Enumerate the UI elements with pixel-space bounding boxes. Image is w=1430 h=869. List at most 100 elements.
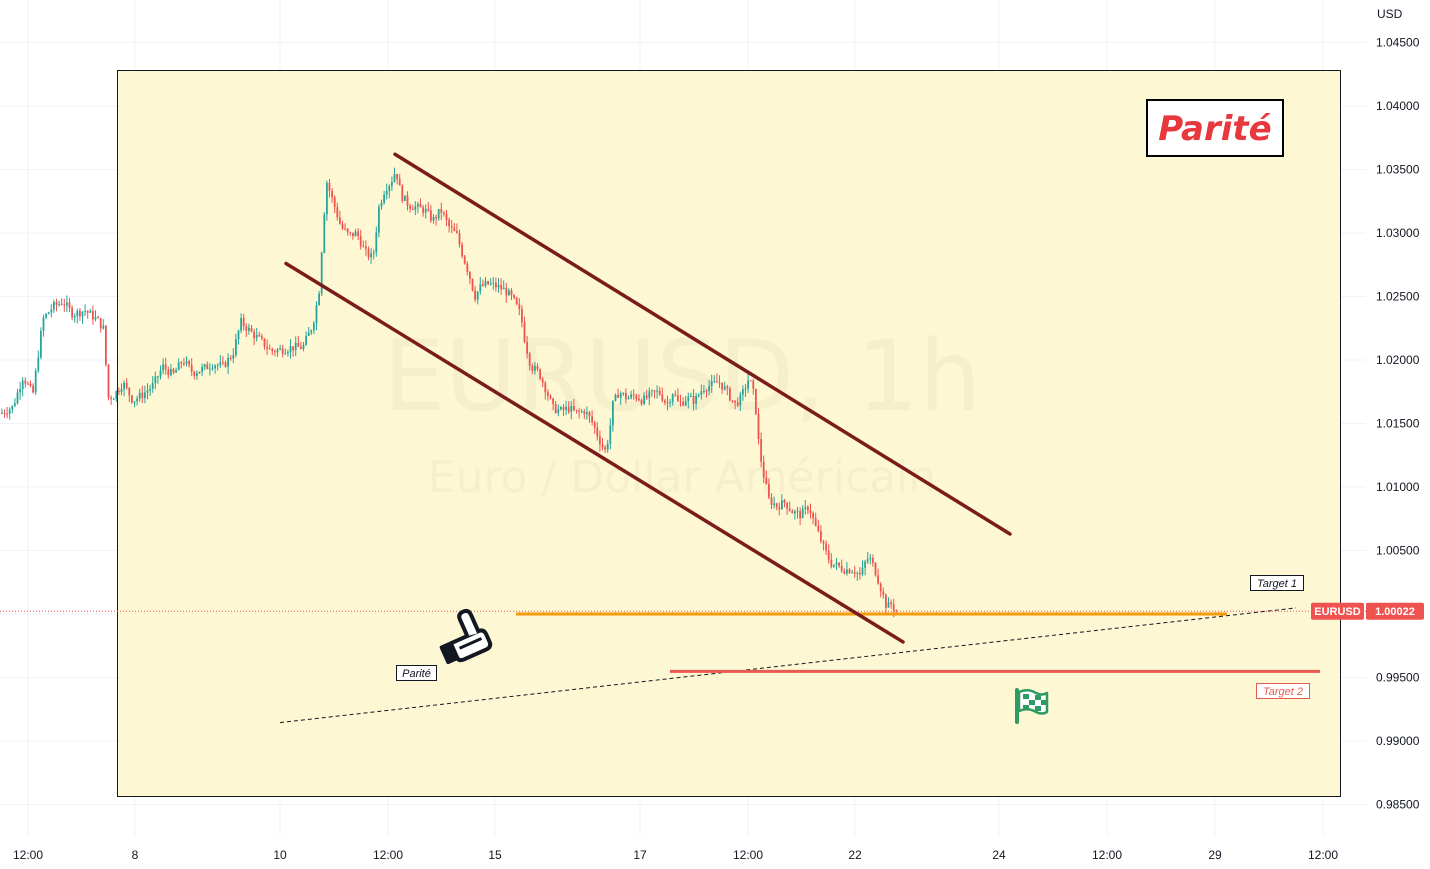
candle <box>138 388 141 402</box>
candle <box>760 432 762 468</box>
candle <box>216 363 219 371</box>
candle-body <box>203 364 206 368</box>
candle <box>162 358 164 375</box>
candle-body <box>144 392 146 399</box>
candle-body <box>856 572 859 574</box>
candle <box>489 278 492 286</box>
time-axis[interactable]: 12:00 8 10 12:00 15 17 12:00 22 24 12:00 29 12:00 <box>13 848 1338 862</box>
candle <box>315 301 318 331</box>
candle <box>385 183 388 200</box>
candle-body <box>853 572 856 574</box>
candle <box>170 364 172 377</box>
candle-body <box>622 392 625 394</box>
candle <box>781 493 783 510</box>
candle-body <box>255 334 258 339</box>
candle <box>804 499 807 515</box>
candle <box>406 191 409 211</box>
candle <box>396 173 398 185</box>
target1-tag[interactable]: Target 1 <box>1250 575 1304 591</box>
candle <box>84 304 86 317</box>
candle-body <box>645 395 648 398</box>
candle-body <box>76 310 79 317</box>
target2-tag[interactable]: Target 2 <box>1256 683 1310 699</box>
candle-body <box>630 394 632 398</box>
candle <box>627 395 630 400</box>
candle-body <box>788 508 791 511</box>
candle <box>362 240 365 248</box>
candle-body <box>601 444 604 448</box>
candle <box>365 240 367 256</box>
candle-body <box>492 282 495 284</box>
candle <box>227 353 229 375</box>
candle <box>419 198 422 208</box>
candle <box>245 323 248 338</box>
candle <box>651 389 653 397</box>
price-tick-label: 1.01500 <box>1376 417 1420 431</box>
candle <box>190 358 193 377</box>
parite-tag[interactable]: Parité <box>396 665 437 681</box>
candle <box>354 229 357 237</box>
checkered-flag-icon[interactable] <box>1015 688 1049 724</box>
highlight-rectangle[interactable] <box>117 70 1341 797</box>
candle <box>749 380 752 382</box>
candle-body <box>775 503 778 508</box>
candle <box>708 379 710 396</box>
candle-body <box>159 370 162 377</box>
candle <box>840 559 843 573</box>
price-tick-label: 1.00500 <box>1376 544 1420 558</box>
candle-body <box>731 400 734 402</box>
candle <box>827 544 830 564</box>
candle <box>279 344 281 351</box>
candles <box>1 167 898 618</box>
title-box[interactable]: Parité <box>1146 99 1284 157</box>
candle <box>458 229 461 248</box>
candle-body <box>250 327 253 332</box>
candle-body <box>263 338 266 347</box>
candle <box>788 501 791 512</box>
price-tick-label: 1.03000 <box>1376 226 1420 240</box>
candle <box>58 300 60 307</box>
candle <box>401 184 404 204</box>
pointing-hand-icon[interactable] <box>430 607 493 667</box>
candle-body <box>432 216 435 221</box>
time-tick-label: 29 <box>1208 848 1222 862</box>
candle-body <box>591 416 593 423</box>
candle <box>27 381 29 386</box>
candle <box>307 327 310 337</box>
candle-body <box>817 525 820 532</box>
candle <box>201 363 203 376</box>
candle-body <box>242 317 245 327</box>
candle-body <box>593 422 596 428</box>
price-tick-label: 1.02500 <box>1376 290 1420 304</box>
candle <box>271 347 274 355</box>
candle-body <box>411 208 414 210</box>
candle-body <box>349 232 352 234</box>
candle-body <box>869 558 872 560</box>
candle-body <box>703 390 705 392</box>
price-axis[interactable]: USD 1.04500 1.04000 1.03500 1.03000 1.02500 1… <box>1376 7 1420 812</box>
candle <box>242 313 245 331</box>
candle-body <box>619 393 622 398</box>
candle <box>63 298 66 312</box>
candle <box>625 388 627 404</box>
candle-body <box>825 543 827 551</box>
candle-body <box>237 330 240 340</box>
candle-body <box>352 232 354 237</box>
candle-body <box>385 191 388 195</box>
candle-body <box>523 322 526 343</box>
candle-body <box>232 355 235 359</box>
candle-body <box>175 370 177 373</box>
candle <box>560 405 562 411</box>
candle <box>744 384 747 397</box>
candle-body <box>729 388 731 401</box>
candle <box>232 348 235 364</box>
candle-body <box>110 397 112 399</box>
candle-body <box>398 178 401 186</box>
candle-body <box>554 404 557 413</box>
candle <box>339 210 341 225</box>
candle <box>131 394 133 404</box>
candle-body <box>456 230 458 233</box>
candle <box>344 223 346 231</box>
candle <box>773 496 775 509</box>
